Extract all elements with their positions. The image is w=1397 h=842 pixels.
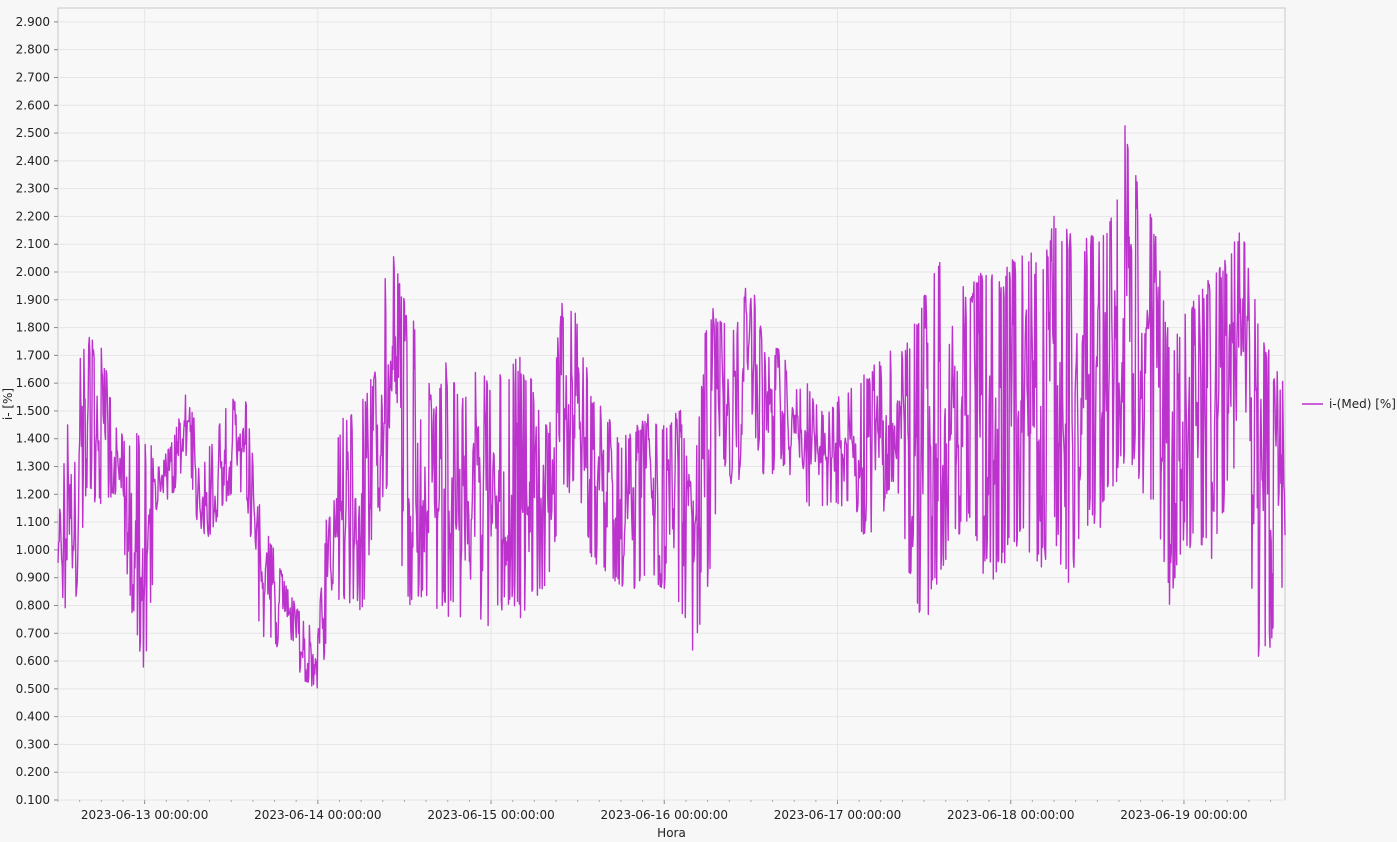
y-tick-label: 2.400 xyxy=(16,154,50,168)
y-tick-label: 1.500 xyxy=(16,404,50,418)
x-tick-label: 2023-06-18 00:00:00 xyxy=(947,808,1074,822)
y-tick-label: 2.800 xyxy=(16,43,50,57)
y-tick-label: 0.100 xyxy=(16,793,50,807)
x-tick-label: 2023-06-16 00:00:00 xyxy=(601,808,728,822)
legend-label: i-(Med) [%] xyxy=(1329,397,1396,411)
y-tick-label: 1.200 xyxy=(16,487,50,501)
y-tick-label: 2.500 xyxy=(16,126,50,140)
y-tick-label: 1.300 xyxy=(16,460,50,474)
y-tick-label: 2.100 xyxy=(16,237,50,251)
y-tick-label: 0.300 xyxy=(16,737,50,751)
y-tick-label: 2.900 xyxy=(16,15,50,29)
x-tick-label: 2023-06-15 00:00:00 xyxy=(427,808,554,822)
x-axis-ticks: 2023-06-13 00:00:00 2023-06-14 00:00:00 20… xyxy=(57,800,1272,822)
y-tick-label: 1.900 xyxy=(16,293,50,307)
y-tick-label: 1.100 xyxy=(16,515,50,529)
y-tick-label: 0.200 xyxy=(16,765,50,779)
y-tick-label: 0.800 xyxy=(16,598,50,612)
y-tick-label: 2.200 xyxy=(16,209,50,223)
y-tick-label: 0.900 xyxy=(16,571,50,585)
x-tick-label: 2023-06-19 00:00:00 xyxy=(1120,808,1247,822)
y-tick-label: 1.400 xyxy=(16,432,50,446)
legend: i-(Med) [%] xyxy=(1302,397,1396,411)
y-tick-label: 2.000 xyxy=(16,265,50,279)
y-tick-label: 0.600 xyxy=(16,654,50,668)
y-tick-label: 2.600 xyxy=(16,98,50,112)
y-tick-label: 0.400 xyxy=(16,710,50,724)
x-tick-label: 2023-06-13 00:00:00 xyxy=(81,808,208,822)
y-tick-label: 1.700 xyxy=(16,348,50,362)
y-tick-label: 1.800 xyxy=(16,321,50,335)
series-line-i-med xyxy=(57,125,1286,689)
y-axis-title: i- [%] xyxy=(1,388,15,420)
x-tick-label: 2023-06-14 00:00:00 xyxy=(254,808,381,822)
y-tick-label: 0.500 xyxy=(16,682,50,696)
plot-area xyxy=(57,7,1286,801)
y-tick-label: 0.700 xyxy=(16,626,50,640)
x-tick-label: 2023-06-17 00:00:00 xyxy=(774,808,901,822)
y-tick-label: 2.700 xyxy=(16,70,50,84)
y-tick-label: 1.000 xyxy=(16,543,50,557)
y-tick-label: 2.300 xyxy=(16,182,50,196)
y-tick-label: 1.600 xyxy=(16,376,50,390)
x-axis-title: Hora xyxy=(657,826,686,840)
y-axis-ticks: 0.100 0.200 0.300 0.400 0.500 0.600 0.700 0.800… xyxy=(16,15,58,807)
